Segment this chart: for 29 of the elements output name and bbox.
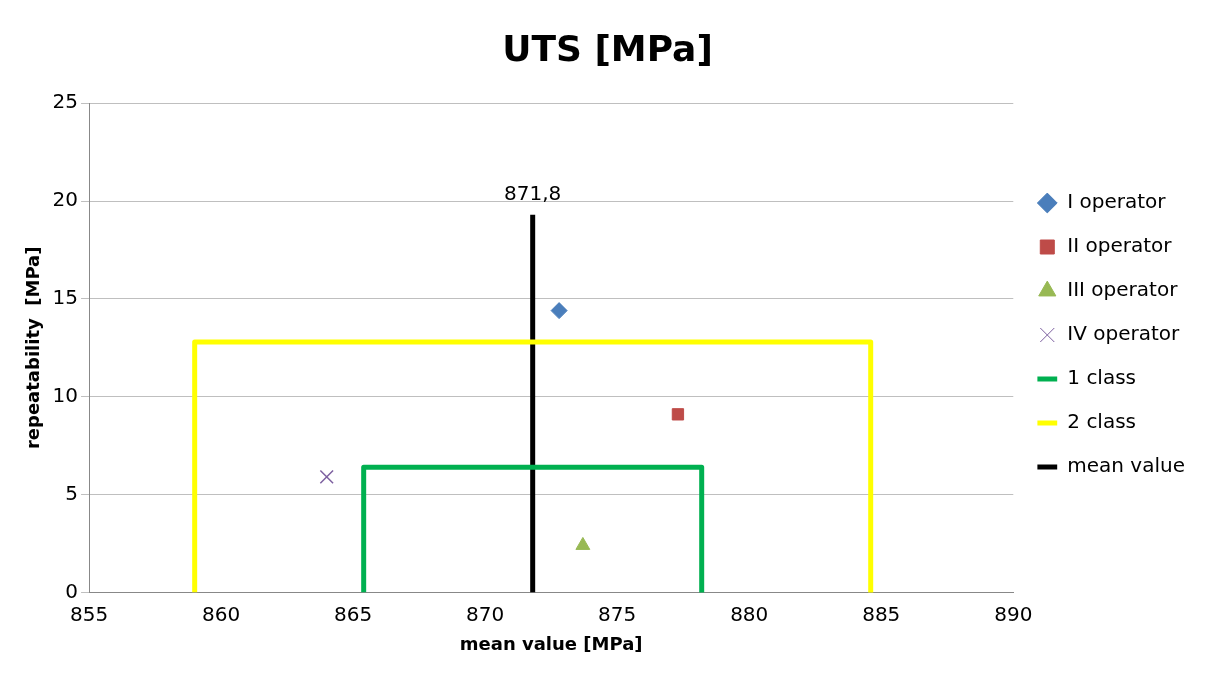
chart-title: UTS [MPa] — [502, 27, 713, 69]
x-tick-label: 855 — [69, 601, 109, 626]
x-tick-label: 890 — [994, 601, 1033, 626]
point — [319, 469, 334, 485]
x-axis-title: mean value [MPa] — [459, 632, 643, 654]
legend-label: III operator — [1067, 277, 1179, 302]
annotation: 871,8 — [504, 180, 562, 205]
legend-label: 1 class — [1067, 365, 1137, 390]
y-tick-label: 10 — [52, 382, 79, 407]
legend-label: I operator — [1067, 189, 1167, 214]
y-tick-label: 15 — [52, 285, 79, 310]
x-tick-label: 880 — [730, 601, 769, 626]
legend-label: 2 class — [1067, 409, 1137, 434]
x-tick-label: 870 — [466, 601, 505, 626]
y-axis-title: repeatability [MPa] — [22, 246, 44, 450]
x-tick-label: 860 — [201, 601, 241, 626]
point — [671, 408, 685, 421]
point — [575, 536, 591, 550]
legend-label: II operator — [1067, 233, 1173, 258]
y-tick-label: 0 — [65, 578, 79, 603]
legend-label: IV operator — [1067, 321, 1181, 346]
x-tick-label: 885 — [862, 601, 901, 626]
x-tick-label: 865 — [334, 601, 373, 626]
x-tick-label: 875 — [598, 601, 637, 626]
point — [550, 302, 568, 320]
y-tick-label: 5 — [65, 480, 79, 505]
y-tick-label: 25 — [52, 89, 79, 114]
legend-label: mean value — [1067, 453, 1186, 478]
y-tick-label: 20 — [52, 187, 79, 212]
